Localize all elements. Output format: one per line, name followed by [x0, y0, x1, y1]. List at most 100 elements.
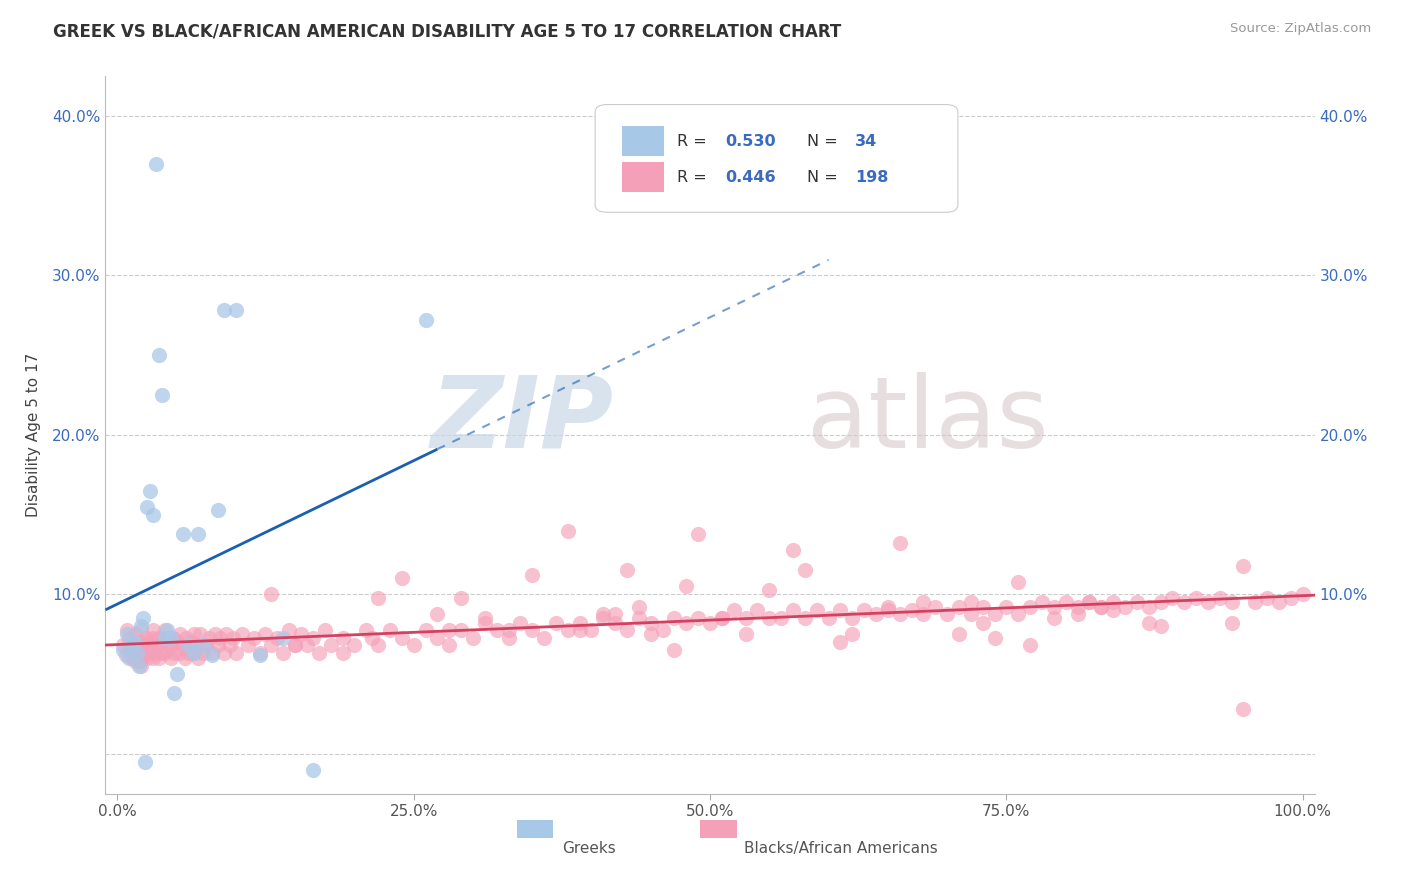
Point: [129, 619, 152, 633]
Y-axis label: Disability Age 5 to 17: Disability Age 5 to 17: [25, 352, 41, 517]
Point: [343, 639, 366, 653]
Point: [172, 526, 194, 541]
Point: [167, 647, 190, 661]
Point: [134, 755, 156, 769]
Point: [415, 623, 437, 637]
Point: [150, 647, 173, 661]
Point: [1019, 639, 1042, 653]
Point: [124, 627, 146, 641]
Point: [853, 603, 876, 617]
Point: [112, 643, 135, 657]
Point: [1054, 595, 1077, 609]
Point: [948, 600, 970, 615]
Point: [1102, 595, 1125, 609]
Point: [1126, 595, 1149, 609]
Point: [841, 611, 863, 625]
Point: [830, 635, 852, 649]
Point: [127, 647, 149, 661]
Point: [118, 651, 141, 665]
Point: [115, 627, 138, 641]
Point: [361, 631, 384, 645]
Point: [710, 611, 733, 625]
Bar: [621, 126, 664, 156]
Point: [181, 647, 204, 661]
Point: [1292, 587, 1315, 601]
Point: [889, 607, 911, 621]
Point: [983, 631, 1005, 645]
Point: [136, 635, 159, 649]
Point: [271, 647, 294, 661]
Point: [1137, 616, 1160, 631]
Point: [1232, 558, 1254, 573]
Point: [153, 623, 176, 637]
Point: [1066, 607, 1088, 621]
Point: [948, 627, 970, 641]
Point: [1078, 595, 1101, 609]
Point: [972, 600, 994, 615]
Point: [115, 623, 138, 637]
Point: [128, 659, 150, 673]
Point: [1209, 591, 1232, 605]
Point: [150, 635, 173, 649]
Text: ZIP: ZIP: [430, 372, 613, 469]
Point: [1137, 600, 1160, 615]
Point: [112, 639, 135, 653]
Point: [166, 635, 188, 649]
Point: [314, 623, 336, 637]
Point: [166, 667, 188, 681]
Point: [605, 607, 627, 621]
Point: [616, 623, 638, 637]
Point: [183, 647, 205, 661]
Point: [557, 623, 579, 637]
Point: [450, 591, 472, 605]
Point: [959, 595, 981, 609]
Point: [142, 651, 165, 665]
Point: [121, 639, 143, 653]
Point: [201, 648, 224, 662]
Point: [1256, 591, 1278, 605]
Point: [222, 631, 245, 645]
Point: [758, 611, 780, 625]
Point: [121, 639, 143, 653]
Point: [734, 611, 756, 625]
Point: [1043, 611, 1066, 625]
Point: [498, 623, 520, 637]
Point: [354, 623, 377, 637]
Point: [675, 616, 697, 631]
Text: 198: 198: [855, 169, 889, 185]
Bar: [516, 821, 553, 838]
Point: [1220, 595, 1243, 609]
Point: [770, 611, 793, 625]
Point: [426, 607, 449, 621]
Point: [544, 616, 567, 631]
Point: [142, 508, 165, 522]
Point: [118, 632, 141, 646]
Point: [319, 639, 342, 653]
Text: Blacks/African Americans: Blacks/African Americans: [744, 840, 938, 855]
Point: [533, 631, 555, 645]
Point: [605, 616, 627, 631]
Point: [271, 631, 294, 645]
Point: [1197, 595, 1219, 609]
Point: [723, 603, 745, 617]
Point: [688, 526, 710, 541]
Point: [142, 623, 165, 637]
Point: [983, 607, 1005, 621]
Point: [710, 611, 733, 625]
Point: [124, 635, 146, 649]
Point: [183, 627, 205, 641]
Point: [204, 627, 226, 641]
Text: GREEK VS BLACK/AFRICAN AMERICAN DISABILITY AGE 5 TO 17 CORRELATION CHART: GREEK VS BLACK/AFRICAN AMERICAN DISABILI…: [53, 22, 842, 40]
Point: [793, 611, 815, 625]
Point: [129, 643, 152, 657]
Point: [191, 647, 214, 661]
Point: [207, 639, 229, 653]
Point: [139, 483, 162, 498]
Point: [148, 348, 170, 362]
Point: [148, 651, 170, 665]
Text: 0.446: 0.446: [725, 169, 776, 185]
Bar: [700, 821, 737, 838]
Point: [782, 542, 804, 557]
Point: [332, 631, 354, 645]
Point: [450, 623, 472, 637]
